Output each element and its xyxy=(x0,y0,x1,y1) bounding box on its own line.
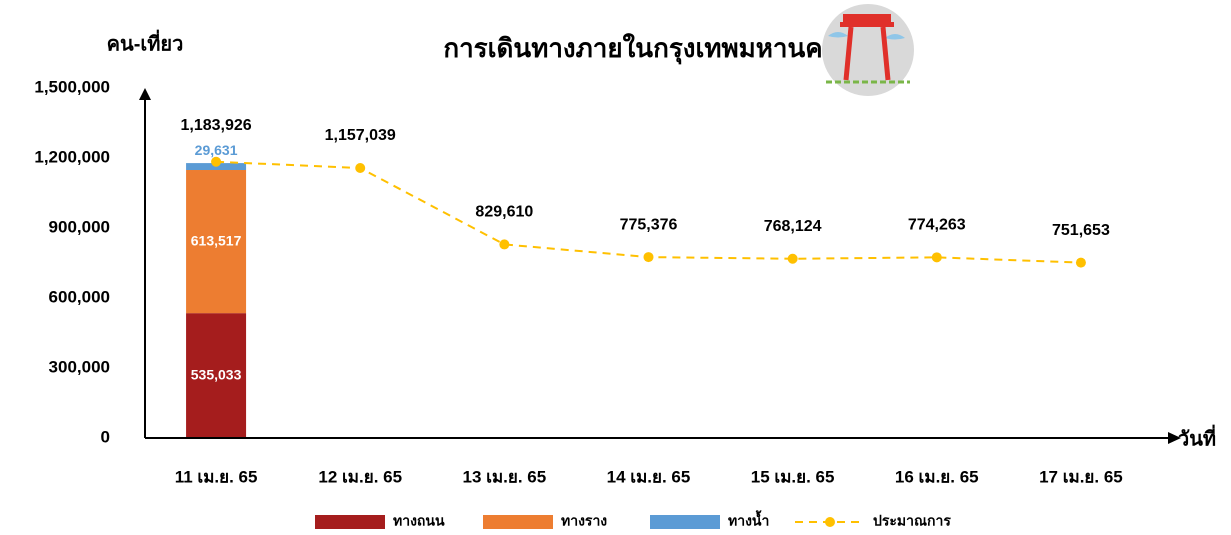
bar-value-label: 29,631 xyxy=(195,142,238,158)
bar-value-label: 535,033 xyxy=(191,366,242,382)
line-value-label: 829,610 xyxy=(475,204,533,221)
line-value-label: 1,183,926 xyxy=(180,117,251,134)
y-tick-label: 900,000 xyxy=(49,217,110,236)
y-axis-label: คน-เที่ยว xyxy=(107,28,184,55)
line-point xyxy=(932,252,942,262)
x-tick-label: 13 เม.ย. 65 xyxy=(463,467,547,486)
x-tick-label: 12 เม.ย. 65 xyxy=(318,467,402,486)
legend-swatch xyxy=(483,515,553,529)
chart-title: การเดินทางภายในกรุงเทพมหานคร xyxy=(443,33,836,65)
line-point xyxy=(499,239,509,249)
y-tick-label: 0 xyxy=(101,427,110,446)
x-axis-label: วันที่ xyxy=(1178,423,1216,450)
y-tick-label: 600,000 xyxy=(49,287,110,306)
bar-value-label: 613,517 xyxy=(191,232,242,248)
y-tick-label: 1,200,000 xyxy=(34,147,110,166)
title-icon xyxy=(822,4,914,96)
x-tick-label: 14 เม.ย. 65 xyxy=(607,467,691,486)
x-tick-label: 11 เม.ย. 65 xyxy=(175,467,258,486)
line-point xyxy=(1076,258,1086,268)
y-tick-label: 300,000 xyxy=(49,357,110,376)
legend-swatch-dot xyxy=(825,517,835,527)
axes xyxy=(139,88,1181,444)
line-point xyxy=(355,163,365,173)
x-tick-label: 15 เม.ย. 65 xyxy=(751,467,835,486)
line-value-label: 774,263 xyxy=(908,217,966,234)
x-tick-label: 16 เม.ย. 65 xyxy=(895,467,979,486)
legend-label: ทางถนน xyxy=(393,513,445,529)
chart: การเดินทางภายในกรุงเทพมหานคร คน-เที่ยว ว… xyxy=(0,0,1231,535)
line-value-label: 751,653 xyxy=(1052,222,1110,239)
y-tick-label: 1,500,000 xyxy=(34,77,110,96)
x-tick-label: 17 เม.ย. 65 xyxy=(1039,467,1123,486)
line xyxy=(216,162,1081,263)
legend-swatch xyxy=(315,515,385,529)
legend-label: ประมาณการ xyxy=(873,513,951,529)
line-value-label: 775,376 xyxy=(620,216,678,233)
line-value-label: 1,157,039 xyxy=(325,127,396,144)
legend-label: ทางน้ำ xyxy=(728,510,769,529)
line-value-label: 768,124 xyxy=(764,218,822,235)
line-point xyxy=(788,254,798,264)
line-point xyxy=(644,252,654,262)
line-point xyxy=(211,157,221,167)
legend-label: ทางราง xyxy=(561,513,607,529)
legend-swatch xyxy=(650,515,720,529)
